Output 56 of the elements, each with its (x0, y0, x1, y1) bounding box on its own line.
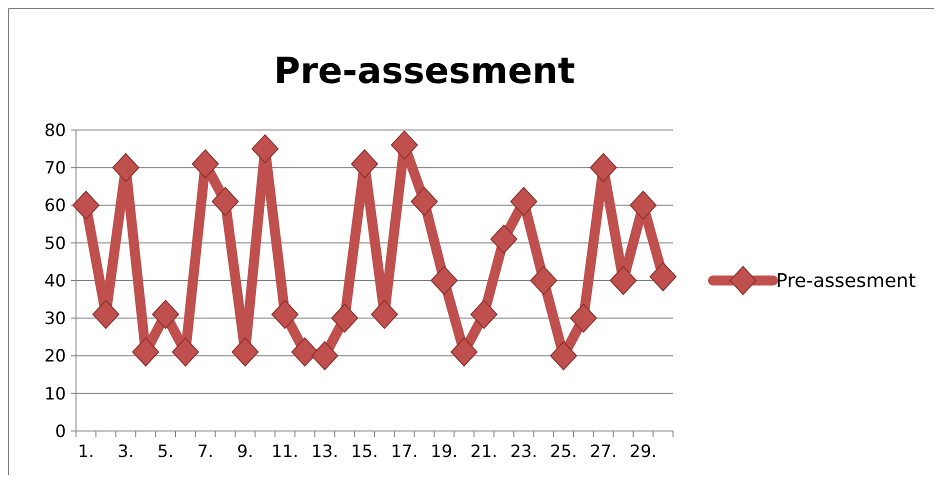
x-tick-label: 19. (430, 442, 458, 462)
point (550, 341, 578, 370)
point (610, 266, 637, 295)
point (510, 186, 538, 216)
point (410, 186, 438, 216)
y-tick-label: 50 (44, 234, 66, 254)
point (450, 337, 478, 366)
point (351, 149, 378, 178)
point (331, 304, 358, 333)
x-tick-label: 15. (351, 442, 378, 462)
x-tick-label: 7. (197, 442, 214, 462)
point (470, 300, 498, 329)
point (430, 266, 458, 295)
point (490, 224, 518, 254)
point (650, 262, 677, 292)
point (311, 341, 338, 370)
point (570, 304, 597, 333)
point (390, 130, 418, 160)
point (232, 337, 259, 366)
x-tick-label: 27. (590, 442, 617, 462)
point (132, 337, 160, 366)
y-tick-label: 80 (44, 120, 66, 141)
x-tick-label: 29. (630, 442, 657, 462)
x-tick-label: 3. (118, 442, 134, 462)
point (252, 134, 279, 164)
point (92, 300, 120, 329)
point (370, 300, 398, 329)
point (72, 190, 100, 220)
point (271, 300, 298, 329)
point (152, 300, 180, 329)
x-tick-label: 1. (78, 442, 94, 462)
point (172, 337, 199, 366)
chart-title: Pre-assesment (274, 51, 576, 92)
y-tick-label: 70 (44, 158, 66, 179)
point (212, 186, 239, 216)
y-tick-label: 30 (44, 309, 66, 330)
x-tick-label: 5. (157, 442, 174, 462)
y-tick-label: 20 (44, 346, 66, 367)
point (291, 337, 318, 366)
y-tick-label: 10 (44, 384, 66, 404)
x-tick-label: 17. (390, 442, 418, 462)
point (192, 149, 219, 178)
y-tick-label: 60 (44, 196, 66, 216)
y-tick-label: 40 (44, 271, 66, 292)
legend-label: Pre-assesment (776, 270, 916, 292)
point (112, 153, 140, 182)
x-tick-label: 25. (550, 442, 578, 462)
y-tick-label: 0 (55, 422, 66, 442)
point (630, 190, 657, 220)
x-tick-label: 9. (237, 442, 254, 462)
x-tick-label: 23. (510, 442, 538, 462)
x-tick-label: 11. (271, 442, 298, 462)
point (530, 266, 558, 295)
point (590, 153, 617, 182)
x-tick-label: 21. (470, 442, 498, 462)
x-tick-label: 13. (311, 442, 338, 462)
